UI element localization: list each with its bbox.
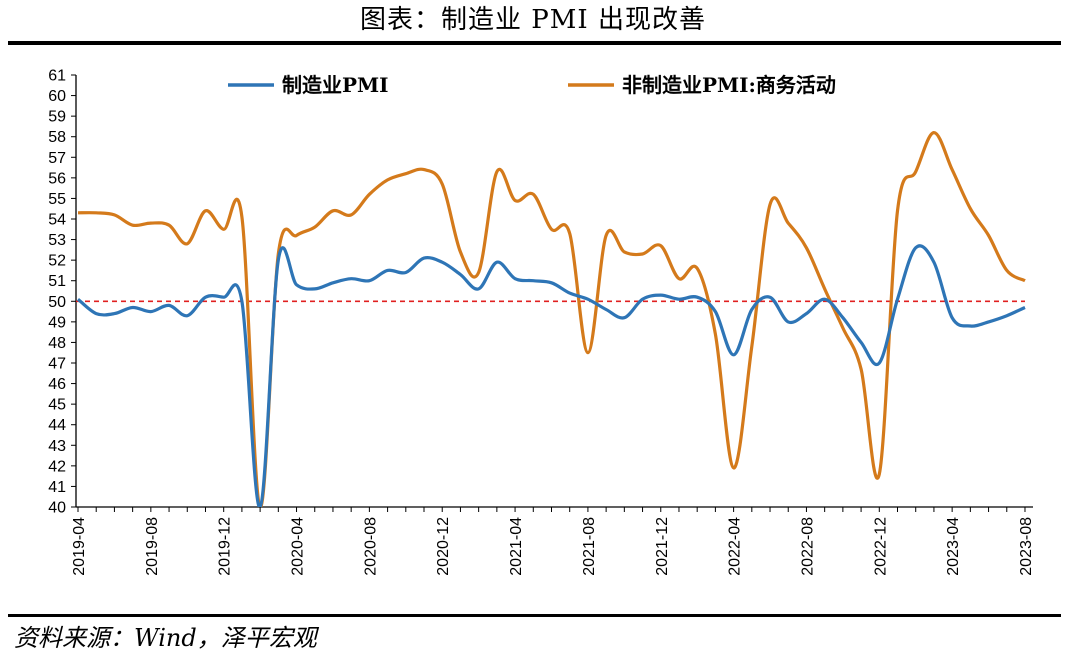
y-tick-label: 60 [48,88,66,105]
y-tick-label: 40 [48,500,66,517]
bottom-rule [8,614,1061,617]
top-rule [8,41,1061,45]
y-tick-label: 54 [48,212,66,229]
x-tick-label: 2020-12 [435,517,452,576]
y-tick-label: 50 [48,294,66,311]
y-tick-label: 42 [48,458,66,475]
y-tick-label: 56 [48,170,66,187]
chart-title: 图表：制造业 PMI 出现改善 [360,5,706,35]
source-note: 资料来源：Wind，泽平宏观 [14,624,317,652]
x-tick-label: 2020-08 [362,517,379,576]
y-tick-label: 57 [48,150,66,167]
x-tick-label: 2022-08 [799,517,816,576]
x-tick-label: 2019-08 [144,517,161,576]
x-tick-label: 2019-12 [217,517,234,576]
y-tick-label: 55 [48,191,66,208]
y-tick-label: 46 [48,376,66,393]
y-tick-label: 58 [48,129,66,146]
x-tick-label: 2020-04 [290,517,307,576]
x-tick-label: 2021-08 [581,517,598,576]
y-tick-label: 41 [48,479,66,496]
x-tick-label: 2021-04 [508,517,525,576]
x-tick-label: 2021-12 [654,517,671,576]
y-tick-label: 48 [48,335,66,352]
x-tick-label: 2022-04 [727,517,744,576]
series-line-non-manufacturing-pmi [77,131,1026,507]
y-tick-label: 47 [48,356,66,373]
x-tick-label: 2019-04 [71,517,88,576]
y-tick-label: 45 [48,397,66,414]
x-tick-label: 2022-12 [872,517,889,576]
y-tick-label: 43 [48,438,66,455]
y-tick-label: 52 [48,253,66,270]
x-tick-label: 2023-04 [945,517,962,576]
y-tick-label: 53 [48,232,66,249]
series-line-manufacturing-pmi [76,244,1026,507]
y-tick-label: 51 [48,273,66,290]
y-tick-label: 59 [48,109,66,126]
y-tick-label: 44 [48,417,66,434]
x-tick-label: 2023-08 [1018,517,1035,576]
y-tick-label: 49 [48,314,66,331]
legend-label-manufacturing: 制造业PMI [282,73,389,97]
y-tick-label: 61 [48,68,66,85]
legend-label-non-manufacturing: 非制造业PMI:商务活动 [622,73,836,97]
